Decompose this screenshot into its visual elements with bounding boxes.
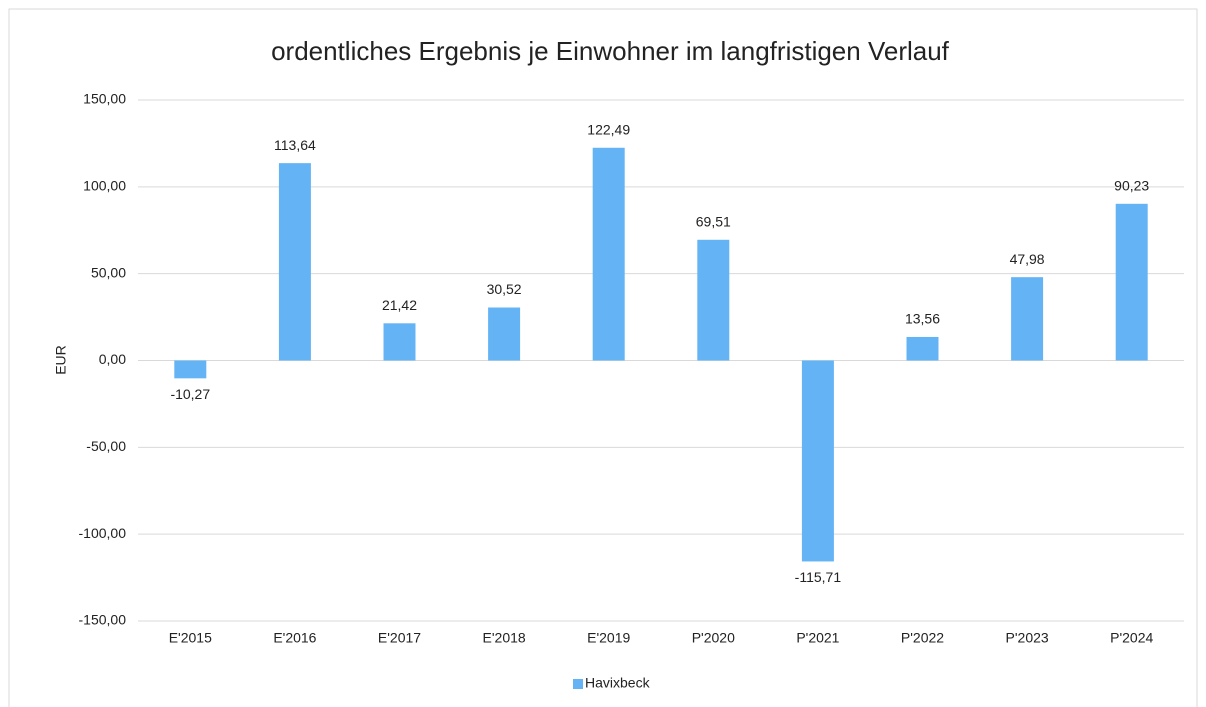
bar [697, 239, 730, 361]
data-label: 21,42 [382, 297, 417, 313]
data-label: 47,98 [1010, 251, 1045, 267]
x-tick-label: P'2021 [796, 630, 839, 646]
bar [488, 307, 521, 361]
data-label: 113,64 [274, 137, 316, 153]
legend-label: Havixbeck [585, 675, 651, 691]
y-axis-title: EUR [53, 345, 69, 375]
chart-title: ordentliches Ergebnis je Einwohner im la… [271, 36, 950, 66]
data-label: 13,56 [905, 311, 940, 327]
x-tick-label: E'2019 [587, 630, 630, 646]
data-label: -115,71 [795, 569, 842, 585]
x-tick-label: E'2015 [169, 630, 212, 646]
x-tick-label: P'2020 [692, 630, 735, 646]
bar [592, 147, 625, 361]
y-tick-label: 0,00 [99, 351, 126, 367]
y-tick-label: -100,00 [79, 525, 127, 541]
y-tick-label: -150,00 [79, 612, 127, 628]
bar [1115, 203, 1148, 361]
data-label: -10,27 [170, 386, 210, 402]
x-tick-label: P'2022 [901, 630, 944, 646]
y-tick-label: 100,00 [83, 178, 126, 194]
x-tick-label: E'2016 [273, 630, 316, 646]
bar [383, 323, 416, 361]
bar [174, 360, 207, 379]
data-label: 69,51 [696, 213, 731, 229]
data-label: 90,23 [1114, 178, 1149, 194]
bar [906, 336, 939, 361]
legend-swatch [573, 679, 583, 689]
bar [1011, 277, 1044, 361]
y-tick-label: 150,00 [83, 91, 126, 107]
x-tick-label: E'2018 [483, 630, 526, 646]
y-tick-label: -50,00 [86, 438, 126, 454]
bar [278, 163, 311, 361]
data-label: 122,49 [587, 121, 630, 137]
x-tick-label: E'2017 [378, 630, 421, 646]
x-tick-label: P'2024 [1110, 630, 1153, 646]
data-label: 30,52 [487, 281, 522, 297]
x-tick-label: P'2023 [1006, 630, 1049, 646]
y-tick-label: 50,00 [91, 264, 126, 280]
bar [801, 360, 834, 562]
